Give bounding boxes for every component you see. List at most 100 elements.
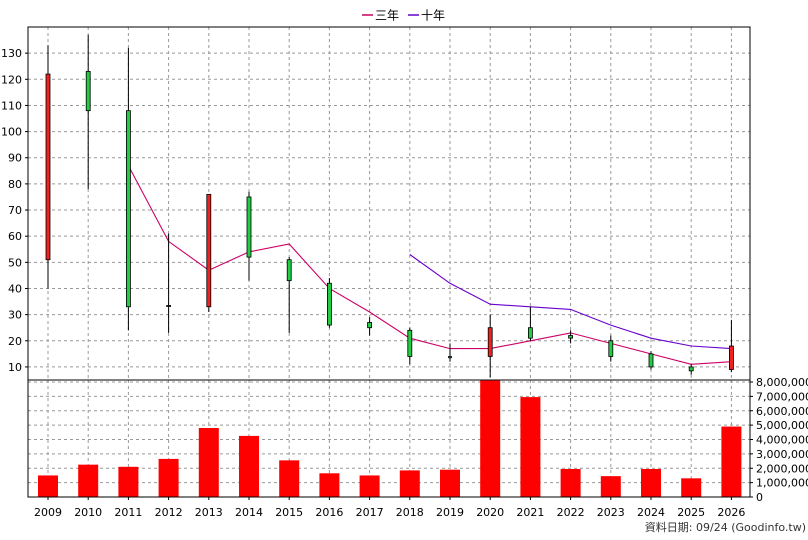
candle-2012 — [166, 233, 172, 333]
candle-body — [688, 366, 694, 372]
x-tick-label: 2021 — [516, 506, 544, 519]
price-tick-label: 60 — [8, 230, 22, 243]
x-tick-label: 2015 — [275, 506, 303, 519]
legend-label-ten-year: 十年 — [421, 9, 445, 23]
moving-average-lines — [127, 165, 732, 365]
price-tick-label: 100 — [1, 126, 22, 139]
candle-2013 — [206, 193, 212, 313]
candle-2010 — [85, 34, 91, 190]
candle-2017 — [367, 317, 373, 336]
candle-2016 — [326, 278, 332, 328]
candle-body — [367, 322, 373, 329]
candle-2025 — [688, 364, 694, 375]
volume-tick-label: 6,000,000 — [756, 405, 808, 418]
volume-tick-label: 1,000,000 — [756, 477, 808, 490]
candle-body — [246, 196, 252, 258]
x-tick-label: 2012 — [155, 506, 183, 519]
volume-bar-2017 — [359, 475, 380, 497]
x-tick-label: 2020 — [476, 506, 504, 519]
x-axis: 2009 2010 2011 2012 2013 2014 2015 2016 2017 2018… — [34, 497, 745, 519]
x-tick-label: 2016 — [315, 506, 343, 519]
x-tick-label: 2022 — [557, 506, 585, 519]
price-tick-label: 20 — [8, 335, 22, 348]
candle-2023 — [608, 335, 614, 362]
price-panel-grid — [28, 27, 750, 380]
volume-bar-2020 — [480, 380, 501, 497]
price-tick-label: 110 — [1, 99, 22, 112]
candle-2026 — [729, 319, 734, 373]
candle-2024 — [648, 351, 654, 370]
volume-bar-2014 — [239, 435, 259, 497]
volume-bar-2023 — [600, 476, 621, 497]
price-tick-label: 130 — [1, 47, 22, 60]
price-tick-label: 80 — [8, 178, 22, 191]
candle-body — [648, 353, 654, 368]
volume-bar-2010 — [78, 464, 99, 497]
candle-2014 — [246, 191, 252, 281]
volume-bar-2011 — [118, 466, 139, 497]
volume-bar-2012 — [158, 458, 179, 497]
ten-year-ma-line — [409, 254, 732, 350]
candle-body — [528, 327, 533, 339]
candle-body — [326, 282, 332, 326]
volume-bar-2021 — [520, 397, 541, 497]
candle-body — [608, 340, 614, 357]
x-tick-label: 2009 — [34, 506, 62, 519]
candlesticks — [45, 34, 734, 378]
volume-tick-label: 4,000,000 — [756, 434, 808, 447]
data-date-footer: 資料日期: 09/24 (Goodinfo.tw) — [645, 520, 806, 534]
candle-body — [568, 335, 573, 339]
x-tick-label: 2024 — [637, 506, 665, 519]
volume-bars — [38, 380, 742, 497]
candle-2021 — [528, 306, 533, 341]
three-year-ma-line — [127, 165, 732, 365]
x-tick-label: 2014 — [235, 506, 263, 519]
candle-body — [407, 329, 413, 357]
candle-2018 — [407, 327, 413, 365]
price-tick-label: 120 — [1, 73, 22, 86]
candle-body — [45, 73, 51, 261]
volume-bar-2015 — [279, 460, 300, 497]
price-tick-label: 10 — [8, 361, 22, 374]
x-tick-label: 2013 — [195, 506, 223, 519]
volume-panel-frame — [27, 379, 751, 498]
price-tick-label: 40 — [8, 282, 22, 295]
volume-tick-label: 3,000,000 — [756, 448, 808, 461]
x-tick-label: 2018 — [396, 506, 424, 519]
volume-bar-2026 — [721, 426, 742, 497]
volume-bar-2009 — [38, 475, 58, 497]
price-tick-label: 50 — [8, 256, 22, 269]
volume-bar-2022 — [560, 468, 581, 497]
price-panel-frame — [27, 26, 751, 381]
candle-body — [206, 193, 212, 308]
volume-tick-label: 8,000,000 — [756, 376, 808, 389]
candle-body — [487, 327, 493, 357]
volume-bar-2019 — [440, 469, 460, 497]
candle-body — [85, 71, 91, 112]
x-tick-label: 2019 — [436, 506, 464, 519]
x-tick-label: 2017 — [356, 506, 384, 519]
volume-bar-2024 — [641, 468, 661, 497]
x-tick-label: 2026 — [717, 506, 745, 519]
panel-frames — [27, 26, 751, 498]
volume-bar-2025 — [681, 478, 702, 497]
candle-2015 — [286, 257, 292, 333]
candle-2020 — [487, 314, 493, 378]
candle-body — [126, 110, 131, 308]
x-tick-label: 2010 — [74, 506, 102, 519]
candle-2019 — [448, 343, 452, 362]
candle-2022 — [568, 330, 573, 344]
volume-bar-2018 — [399, 470, 420, 497]
x-tick-label: 2023 — [597, 506, 625, 519]
candle-body — [166, 305, 172, 307]
candle-2011 — [126, 47, 131, 331]
price-tick-label: 90 — [8, 152, 22, 165]
volume-bar-2013 — [198, 428, 219, 497]
x-tick-label: 2025 — [677, 506, 705, 519]
legend-label-three-year: 三年 — [375, 9, 399, 23]
candle-body — [286, 259, 292, 282]
candle-body — [448, 356, 452, 359]
candle-2009 — [45, 45, 51, 289]
